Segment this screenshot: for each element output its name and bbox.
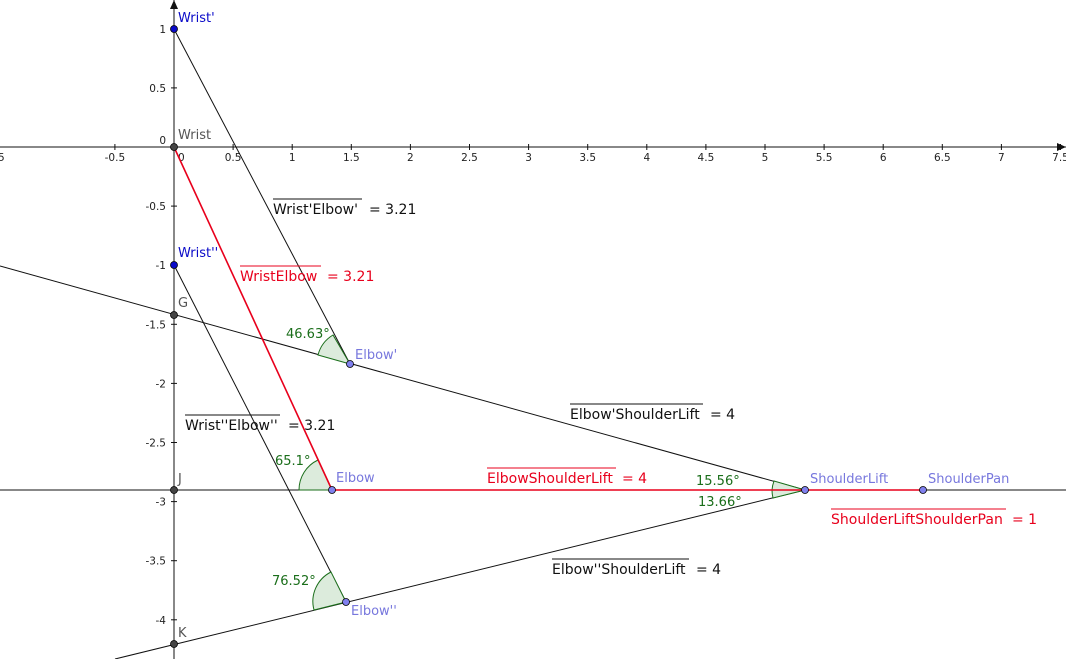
measure-value: = 3.21: [327, 269, 374, 285]
line-g-shoulderlift: [0, 265, 806, 491]
x-tick-label: 0.5: [225, 152, 242, 164]
angle-labels: 46.63° 65.1° 76.52° 15.56° 13.66°: [272, 327, 742, 589]
y-tick-label: -3.5: [146, 556, 167, 568]
x-tick-label: 5: [762, 152, 769, 164]
y-tick-label: 0.5: [149, 83, 166, 95]
segment-wrist-elbow: [173, 146, 333, 491]
angle-label-shoulder-upper: 15.56°: [696, 474, 740, 489]
angle-marker-shoulder-upper: [771, 480, 806, 491]
point-shoulder-pan[interactable]: [919, 486, 927, 494]
x-tick-label-cut: 5: [0, 152, 5, 164]
measure-name: WristElbow: [240, 269, 317, 285]
x-tick-label: 3.5: [579, 152, 596, 164]
measure-name: ElbowShoulderLift: [487, 471, 613, 487]
y-axis-ticks: 1 0.5 0 -0.5 -1 -1.5 -2 -2.5 -3 -3.5 -4: [146, 24, 177, 627]
x-tick-label: 1: [289, 152, 296, 164]
x-tick-label: 2: [407, 152, 414, 164]
point-elbow[interactable]: [328, 486, 336, 494]
label-g: G: [178, 296, 188, 311]
measure-name: Elbow'ShoulderLift: [570, 407, 700, 423]
point-wrist-double-prime[interactable]: [170, 261, 178, 269]
y-tick-label: -3: [156, 497, 166, 509]
point-shoulder-lift[interactable]: [801, 486, 809, 494]
line-wrist-double-elbow-double: [173, 264, 347, 603]
measure-name: Wrist'Elbow': [273, 202, 358, 218]
label-wrist-double-prime: Wrist'': [178, 246, 218, 261]
measure-value: = 4: [696, 562, 721, 578]
y-tick-label: -0.5: [146, 201, 167, 213]
measure-elbow-double-shoulder: Elbow''ShoulderLift = 4: [552, 558, 721, 578]
arm-segments: [173, 146, 923, 491]
point-wrist-prime[interactable]: [170, 25, 178, 33]
measure-value: = 4: [710, 407, 735, 423]
measure-elbow-shoulder: ElbowShoulderLift = 4: [487, 467, 647, 487]
x-tick-label: 7.5: [1052, 152, 1066, 164]
measure-name: Elbow''ShoulderLift: [552, 562, 686, 578]
label-shoulder-lift: ShoulderLift: [810, 472, 888, 487]
label-wrist: Wrist: [178, 128, 211, 143]
point-g[interactable]: [170, 311, 178, 319]
label-elbow-prime: Elbow': [355, 348, 397, 363]
point-wrist[interactable]: [170, 143, 178, 151]
angle-marker-shoulder-lower: [771, 489, 806, 499]
line-k-shoulderlift: [114, 489, 806, 659]
point-j[interactable]: [170, 486, 178, 494]
y-tick-label: 0: [159, 135, 166, 147]
measure-shoulder-pan: ShoulderLiftShoulderPan = 1: [831, 508, 1037, 528]
x-tick-label: 4.5: [698, 152, 715, 164]
y-tick-label: -1.5: [146, 319, 167, 331]
point-elbow-prime[interactable]: [346, 360, 354, 368]
x-tick-label: 6.5: [934, 152, 951, 164]
label-wrist-prime: Wrist': [178, 11, 215, 26]
measure-wrist-prime-elbow-prime: Wrist'Elbow' = 3.21: [273, 198, 416, 218]
line-wrist-prime-elbow-prime: [173, 28, 351, 365]
point-k[interactable]: [170, 640, 178, 648]
label-elbow-double-prime: Elbow'': [351, 604, 397, 619]
y-tick-label: -4: [156, 615, 167, 627]
x-axis-ticks: -0.5 0 0.5 1 1.5 2 2.5 3 3.5 4 4.5 5 5.5 6 6.5 7 7.5: [105, 144, 1066, 164]
measure-value: = 4: [622, 471, 647, 487]
angle-label-elbow: 65.1°: [275, 454, 310, 469]
x-tick-label: 2.5: [461, 152, 478, 164]
y-tick-label: -2.5: [146, 438, 167, 450]
x-tick-label: 1.5: [343, 152, 360, 164]
segment-length-labels: Wrist'Elbow' = 3.21 WristElbow = 3.21 Wr…: [185, 198, 1037, 578]
y-axis-arrow-icon: [170, 0, 178, 9]
y-tick-label: -1: [156, 260, 166, 272]
angle-markers: [298, 334, 806, 611]
measure-wrist-double-elbow-double: Wrist''Elbow'' = 3.21: [185, 414, 335, 434]
y-tick-label: 1: [159, 24, 166, 36]
y-tick-label: -2: [156, 378, 166, 390]
x-tick-label: 3: [525, 152, 532, 164]
angle-label-shoulder-lower: 13.66°: [698, 495, 742, 510]
measure-wrist-elbow: WristElbow = 3.21: [240, 265, 374, 285]
angle-marker-elbow-prime: [317, 334, 352, 365]
angle-label-elbow-prime: 46.63°: [286, 327, 330, 342]
label-j: J: [177, 472, 182, 487]
point-labels: Wrist' Wrist Wrist'' G J K Elbow' Elbow …: [177, 11, 1009, 641]
x-tick-label: 6: [880, 152, 887, 164]
measure-elbow-prime-shoulder: Elbow'ShoulderLift = 4: [570, 403, 735, 423]
label-elbow: Elbow: [336, 471, 375, 486]
measure-value: = 3.21: [288, 418, 335, 434]
measure-value: = 3.21: [369, 202, 416, 218]
label-k: K: [178, 626, 187, 641]
x-tick-label: -0.5: [105, 152, 126, 164]
point-elbow-double-prime[interactable]: [342, 598, 350, 606]
measure-value: = 1: [1012, 512, 1037, 528]
measure-name: ShoulderLiftShoulderPan: [831, 512, 1003, 528]
points[interactable]: [170, 25, 927, 648]
measure-name: Wrist''Elbow'': [185, 418, 278, 434]
x-tick-label: 5.5: [816, 152, 833, 164]
x-tick-label: 7: [998, 152, 1005, 164]
x-tick-label: 0: [178, 152, 185, 164]
angle-label-elbow-double-prime: 76.52°: [272, 574, 316, 589]
label-shoulder-pan: ShoulderPan: [928, 472, 1009, 487]
angle-marker-elbow-double: [312, 571, 347, 611]
x-tick-label: 4: [643, 152, 650, 164]
x-axis-arrow-icon: [1057, 143, 1066, 151]
